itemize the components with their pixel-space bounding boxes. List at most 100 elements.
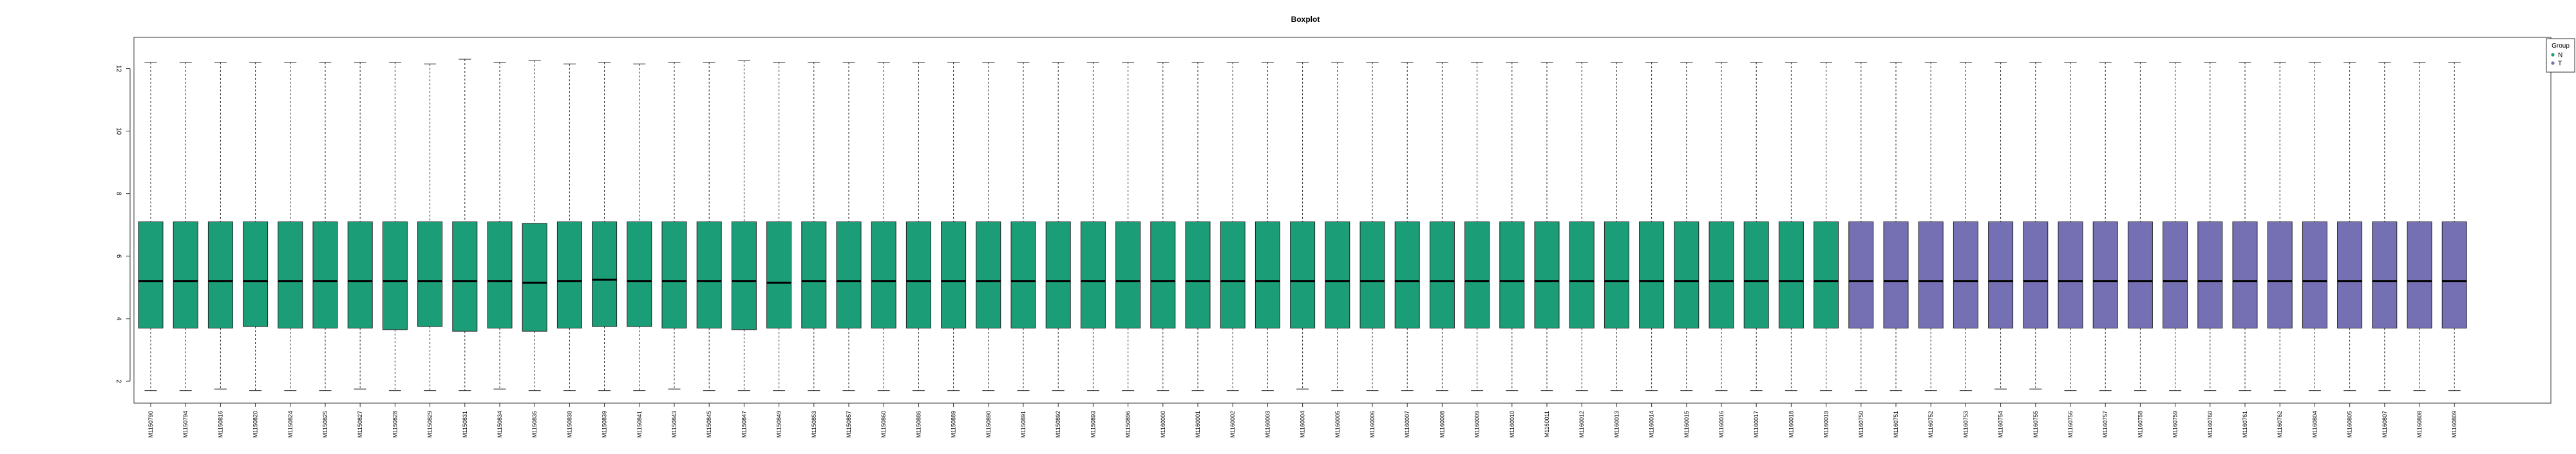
x-tick-label: M1150829 [427,411,433,438]
box-body [2232,221,2258,328]
box-M1160750 [1848,62,1874,392]
box-body [1604,221,1629,328]
box-body [2023,221,2049,328]
x-tick-label: M1150893 [1090,411,1096,438]
box-M1150849 [766,62,792,392]
x-tick-label: M1160017 [1753,411,1759,438]
box-body [1499,221,1525,328]
box-body [627,221,652,327]
box-M1150889 [941,62,967,392]
x-tick-label: M1160010 [1509,411,1515,438]
x-tick-label: M1160009 [1474,411,1481,438]
x-tick-label: M1160006 [1369,411,1376,438]
box-body [1010,221,1036,328]
box-body [1953,221,1978,328]
box-M1160761 [2232,62,2258,392]
x-tick-label: M1150839 [601,411,608,438]
box-body [2163,221,2188,328]
x-tick-label: M1160804 [2311,411,2318,438]
box-body [1325,221,1350,328]
box-body [1848,221,1874,328]
chart-title: Boxplot [1291,15,1320,24]
x-tick-label: M1160756 [2067,411,2074,438]
legend-frame [2546,38,2575,73]
y-tick-label: 10 [115,128,122,135]
x-tick-label: M1160013 [1613,411,1620,438]
box-body [2337,221,2363,328]
box-M1150835 [522,60,547,392]
box-body [801,221,827,328]
x-tick-label: M1160018 [1788,411,1794,438]
box-M1160809 [2441,62,2467,392]
box-M1150845 [696,62,722,392]
box-M1160751 [1883,62,1909,392]
x-tick-label: M1150794 [182,411,189,438]
legend-label-N: N [2558,52,2562,59]
box-body [1743,221,1769,328]
box-M1160011 [1534,62,1560,392]
x-tick-label: M1160755 [2032,411,2039,438]
box-body [278,221,303,328]
x-tick-label: M1150849 [776,411,782,438]
box-M1160753 [1953,62,1978,392]
x-tick-label: M1160754 [1998,411,2004,438]
x-tick-label: M1160001 [1195,411,1201,438]
x-tick-label: M1150857 [846,411,852,438]
box-body [1918,221,1944,328]
box-M1160758 [2127,62,2153,392]
box-body [2058,221,2083,328]
y-axis: 2 4 6 8 10 12 [115,65,131,383]
box-body [1464,221,1490,328]
box-M1160757 [2092,62,2118,392]
x-axis-labels: M1150790 M1150794 M1150816 M1150820 M1150824… [147,403,2458,438]
box-M1150825 [312,62,338,392]
box-body [1639,221,1665,328]
box-body [1674,221,1700,328]
legend-marker-N [2551,53,2555,57]
box-M1150834 [487,62,513,390]
box-body [1080,221,1106,328]
x-tick-label: M1160758 [2137,411,2143,438]
box-M1160013 [1604,62,1629,392]
box-body [2197,221,2223,328]
x-tick-label: M1160007 [1404,411,1410,438]
box-M1160006 [1359,62,1385,392]
x-tick-label: M1150860 [880,411,887,438]
x-tick-label: M1160762 [2277,411,2283,438]
box-body [1988,221,2014,328]
box-body [941,221,967,328]
box-body [1255,221,1280,328]
box-M1160002 [1220,62,1245,392]
box-M1160003 [1255,62,1280,392]
box-M1160755 [2023,62,2049,390]
box-body [2302,221,2327,328]
box-M1150838 [556,63,582,392]
box-M1150841 [627,63,652,392]
x-tick-label: M1150889 [951,411,957,438]
box-body [417,221,443,327]
x-tick-label: M1160809 [2451,411,2458,438]
box-body [1534,221,1560,328]
box-M1150847 [731,60,757,392]
box-M1150794 [173,62,198,392]
box-body [173,221,198,328]
box-body [905,221,931,328]
box-M1150896 [1115,62,1141,392]
box-series [138,59,2467,392]
x-tick-label: M1160750 [1858,411,1864,438]
box-M1160005 [1325,62,1350,392]
x-tick-label: M1160808 [2416,411,2423,438]
x-tick-label: M1160008 [1439,411,1445,438]
x-tick-label: M1150824 [287,411,294,438]
box-M1160017 [1743,62,1769,392]
x-tick-label: M1150831 [462,411,468,438]
box-M1150820 [243,62,269,392]
box-M1150827 [347,62,373,390]
box-M1150893 [1080,62,1106,392]
x-tick-label: M1160005 [1334,411,1341,438]
x-tick-label: M1160761 [2242,411,2248,438]
legend-title: Group [2552,43,2570,50]
box-M1160012 [1569,62,1595,392]
box-M1160807 [2372,62,2398,392]
